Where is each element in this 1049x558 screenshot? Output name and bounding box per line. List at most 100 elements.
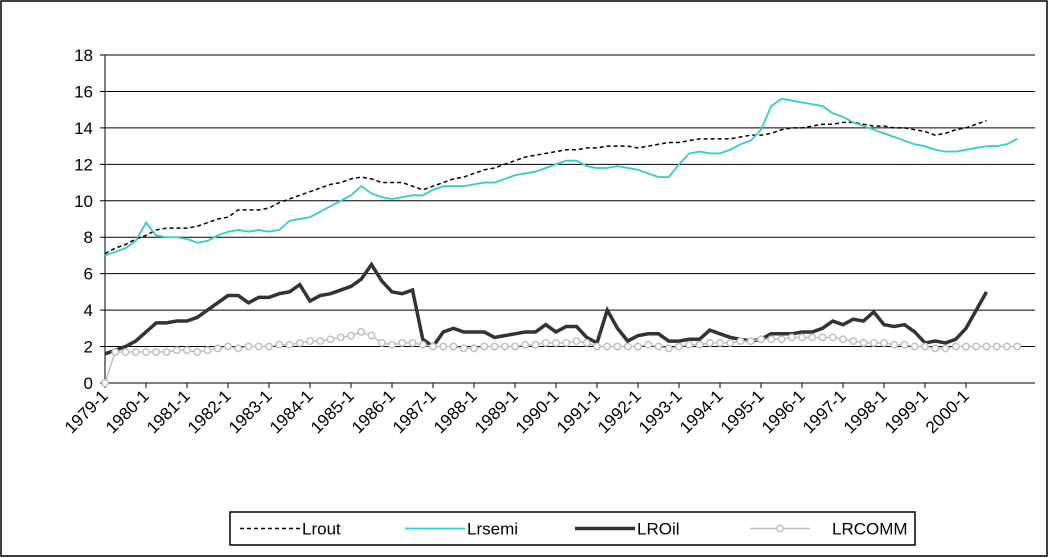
- legend-label: LROil: [637, 520, 680, 539]
- series-marker: [367, 331, 376, 340]
- y-tick-label: 16: [74, 82, 93, 101]
- series-marker: [111, 348, 120, 356]
- series-marker: [1013, 342, 1022, 351]
- series-marker: [716, 338, 724, 347]
- series-marker: [962, 342, 970, 351]
- legend-label: Lrout: [302, 520, 341, 539]
- legend: Lrout Lrsemi LROil LRCOMM: [229, 511, 916, 546]
- series-marker: [254, 342, 263, 351]
- legend-label: Lrsemi: [467, 520, 518, 539]
- y-tick-label: 14: [74, 119, 93, 138]
- series-marker: [767, 335, 776, 344]
- series-marker: [921, 342, 929, 351]
- series-marker: [613, 342, 622, 351]
- series-marker: [787, 333, 796, 342]
- legend-marker: [776, 524, 784, 533]
- series-marker: [121, 348, 130, 356]
- series-marker: [418, 340, 427, 349]
- series-marker: [757, 335, 765, 344]
- series-marker: [685, 340, 694, 349]
- series-marker: [295, 338, 304, 347]
- y-tick-label: 4: [84, 301, 93, 320]
- series-marker: [1003, 342, 1011, 351]
- series-line: [104, 119, 987, 255]
- series-line: [104, 97, 1018, 257]
- series-marker: [480, 342, 489, 351]
- series-marker: [726, 338, 735, 347]
- series-marker: [183, 346, 191, 355]
- y-tick-label: 0: [84, 374, 93, 393]
- legend-label: LRCOMM: [832, 520, 908, 539]
- series-marker: [193, 348, 202, 356]
- series-marker: [388, 340, 396, 349]
- series-marker: [562, 338, 571, 347]
- series-marker: [306, 337, 314, 346]
- series-marker: [213, 344, 222, 353]
- series-marker: [429, 342, 437, 351]
- series-marker: [459, 344, 468, 353]
- series-marker: [357, 328, 366, 336]
- series-marker: [634, 342, 642, 351]
- series-marker: [951, 342, 960, 351]
- series-marker: [531, 340, 540, 349]
- series-marker: [347, 331, 355, 340]
- series-marker: [828, 333, 837, 342]
- series-marker: [275, 340, 284, 349]
- series-marker: [203, 346, 212, 355]
- series-marker: [849, 337, 858, 346]
- series-marker: [746, 337, 755, 346]
- series-marker: [941, 344, 950, 353]
- series-marker: [377, 338, 386, 347]
- y-tick-label: 6: [84, 265, 93, 284]
- series-marker: [859, 338, 868, 347]
- series-marker: [152, 348, 161, 356]
- series-marker: [265, 342, 273, 351]
- series-marker: [900, 340, 909, 349]
- series-marker: [675, 342, 683, 351]
- series-marker: [644, 340, 653, 349]
- series-marker: [470, 344, 478, 353]
- series-marker: [890, 340, 899, 349]
- series-marker: [593, 342, 601, 351]
- series-marker: [398, 338, 407, 347]
- series-marker: [500, 342, 509, 351]
- series-marker: [101, 379, 109, 387]
- series-marker: [336, 333, 345, 342]
- series-marker: [992, 342, 1001, 351]
- series-marker: [818, 333, 827, 342]
- y-tick-label: 12: [74, 155, 93, 174]
- series-marker: [654, 342, 663, 351]
- series-marker: [572, 337, 581, 346]
- y-tick-label: 2: [84, 338, 93, 357]
- series-marker: [869, 338, 878, 347]
- y-tick-label: 10: [74, 192, 93, 211]
- series-marker: [808, 333, 817, 342]
- series-marker: [880, 338, 888, 347]
- series-marker: [798, 333, 806, 342]
- series-marker: [695, 340, 704, 349]
- series-marker: [552, 338, 560, 347]
- series-marker: [439, 342, 448, 351]
- series-marker: [982, 342, 991, 351]
- series-marker: [736, 337, 745, 346]
- series-marker: [234, 344, 243, 353]
- series-marker: [931, 344, 940, 353]
- series-marker: [603, 342, 612, 351]
- series-marker: [972, 342, 981, 351]
- series-marker: [285, 340, 294, 349]
- y-tick-label: 8: [84, 228, 93, 247]
- series-marker: [244, 342, 253, 351]
- series-marker: [777, 335, 786, 344]
- series-marker: [162, 348, 171, 356]
- series-marker: [705, 338, 714, 347]
- series-marker: [316, 337, 325, 346]
- series-marker: [839, 335, 847, 344]
- series-marker: [521, 340, 530, 349]
- series-marker: [408, 338, 417, 347]
- series-marker: [511, 342, 519, 351]
- series-marker: [142, 348, 150, 356]
- series-marker: [131, 348, 140, 356]
- series-marker: [326, 335, 335, 344]
